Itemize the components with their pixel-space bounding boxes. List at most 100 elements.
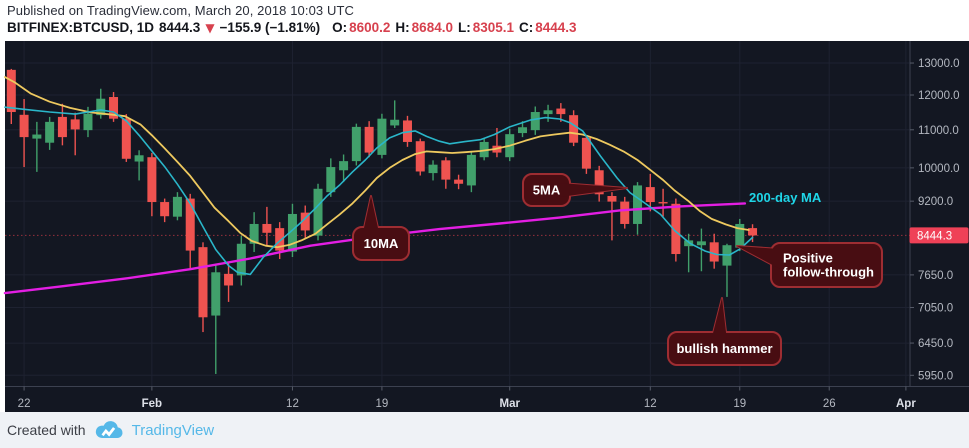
candle-body bbox=[313, 188, 323, 236]
candle-body bbox=[109, 97, 119, 119]
price-axis-label[interactable]: 5950.0 bbox=[918, 370, 953, 382]
candle-body bbox=[556, 108, 566, 115]
price-axis-label[interactable]: 7650.0 bbox=[918, 270, 953, 282]
bullish-hammer-callout-label: bullish hammer bbox=[676, 341, 772, 356]
symbol-name: BITFINEX:BTCUSD, 1D bbox=[7, 20, 155, 35]
low-value: L: 8305.1 bbox=[457, 20, 515, 35]
time-axis-label[interactable]: 12 bbox=[644, 398, 657, 410]
price-axis-label[interactable]: 13000.0 bbox=[918, 58, 960, 70]
candle-body bbox=[6, 69, 16, 113]
candle-body bbox=[172, 196, 182, 217]
high-value: H: 8684.0 bbox=[395, 20, 453, 35]
chart-background bbox=[5, 41, 969, 412]
time-axis-label[interactable]: Feb bbox=[142, 398, 162, 410]
candle-body bbox=[454, 179, 464, 184]
candle-body bbox=[300, 212, 310, 231]
time-axis-label[interactable]: 12 bbox=[286, 398, 299, 410]
price-axis-label[interactable]: 9200.0 bbox=[918, 196, 953, 208]
candle-body bbox=[607, 195, 617, 202]
candle-body bbox=[518, 127, 527, 134]
candle-body bbox=[645, 187, 655, 203]
candle-body bbox=[249, 223, 259, 244]
tradingview-logo-icon[interactable] bbox=[94, 420, 124, 441]
candle-body bbox=[351, 126, 361, 162]
candle-body bbox=[594, 170, 604, 195]
candle-body bbox=[620, 201, 630, 224]
ma-line-5ma bbox=[4, 106, 754, 276]
time-axis-label[interactable]: 26 bbox=[823, 398, 836, 410]
candle-body bbox=[671, 203, 681, 255]
candle-body bbox=[364, 126, 374, 153]
price-axis-label[interactable]: 6450.0 bbox=[918, 338, 953, 350]
last-price: 8444.3 bbox=[159, 20, 201, 35]
bullish-hammer-callout-tail-fill bbox=[711, 298, 727, 341]
candle-body bbox=[83, 113, 93, 131]
candle-body bbox=[543, 110, 553, 115]
price-axis-label[interactable]: 11000.0 bbox=[918, 125, 959, 137]
candle-body bbox=[57, 116, 67, 138]
follow-through-callout[interactable] bbox=[770, 242, 883, 288]
price-change: −155.9 (−1.81%) bbox=[219, 20, 321, 35]
chart-plot[interactable]: 10MA 5MA bullish hammer Positivefollow-thro… bbox=[0, 41, 969, 412]
candle-body bbox=[581, 137, 591, 169]
follow-through-callout-label: follow-through bbox=[783, 265, 874, 280]
candle-body bbox=[390, 119, 400, 126]
candle-body bbox=[198, 247, 208, 318]
follow-through-callout-label: Positive bbox=[783, 251, 833, 266]
candle-body bbox=[224, 273, 234, 286]
time-axis-label[interactable]: Apr bbox=[896, 398, 916, 410]
open-value: O: 8600.2 bbox=[332, 20, 391, 35]
price-axis-label[interactable]: 7050.0 bbox=[918, 303, 953, 315]
ma5-callout-label: 5MA bbox=[533, 183, 561, 198]
candle-body bbox=[466, 154, 476, 186]
price-axis-label[interactable]: 12000.0 bbox=[918, 90, 960, 102]
published-line: Published on TradingView.com, March 20, … bbox=[7, 3, 354, 18]
last-price-badge-label: 8444.3 bbox=[917, 231, 952, 243]
candle-body bbox=[185, 198, 195, 251]
candle-body bbox=[134, 155, 144, 162]
follow-through-callout-tail-fill bbox=[737, 246, 780, 269]
candle-body bbox=[735, 223, 745, 248]
candle-body bbox=[19, 114, 29, 138]
candle-body bbox=[709, 242, 719, 262]
last-price-badge bbox=[909, 227, 969, 244]
candle-body bbox=[32, 134, 42, 139]
candle-body bbox=[415, 141, 425, 172]
candle-body bbox=[275, 228, 285, 251]
attribution-footer: Created with TradingView bbox=[0, 412, 969, 448]
candle-body bbox=[45, 121, 55, 143]
time-axis-label[interactable]: 19 bbox=[376, 398, 389, 410]
candle-body bbox=[121, 118, 131, 159]
candle-body bbox=[160, 202, 170, 217]
candle-body bbox=[147, 157, 157, 203]
down-arrow-icon: ▼ bbox=[205, 20, 215, 35]
candle-body bbox=[696, 241, 706, 246]
candle-body bbox=[211, 272, 221, 316]
ma10-callout-label: 10MA bbox=[364, 236, 399, 251]
candle-body bbox=[569, 115, 579, 143]
ma5-callout-tail-fill bbox=[560, 183, 627, 197]
candle-body bbox=[96, 98, 106, 116]
candle-body bbox=[287, 213, 297, 252]
time-axis-label[interactable]: 22 bbox=[18, 398, 31, 410]
ma-line-10ma bbox=[4, 76, 750, 249]
time-axis-label[interactable]: Mar bbox=[499, 398, 520, 410]
ma200-label: 200-day MA bbox=[749, 190, 822, 205]
price-axis-label[interactable]: 10000.0 bbox=[918, 163, 960, 175]
chart-area: 10MA 5MA bullish hammer Positive follow-thro… bbox=[0, 41, 969, 412]
candle-body bbox=[748, 228, 758, 236]
tradingview-brand-link[interactable]: TradingView bbox=[131, 421, 215, 439]
symbol-status-line: BITFINEX:BTCUSD, 1D 8444.3 ▼ −155.9 (−1.… bbox=[7, 20, 969, 35]
candle-body bbox=[377, 118, 387, 155]
created-with-text: Created with bbox=[7, 422, 86, 438]
candle-body bbox=[530, 112, 540, 131]
time-axis-label[interactable]: 19 bbox=[733, 398, 746, 410]
close-value: C: 8444.3 bbox=[519, 20, 577, 35]
candle-body bbox=[633, 185, 643, 224]
candle-body bbox=[70, 119, 80, 130]
candle-body bbox=[441, 160, 451, 180]
candle-body bbox=[428, 164, 438, 174]
candle-body bbox=[326, 167, 336, 193]
candle-body bbox=[339, 161, 349, 171]
